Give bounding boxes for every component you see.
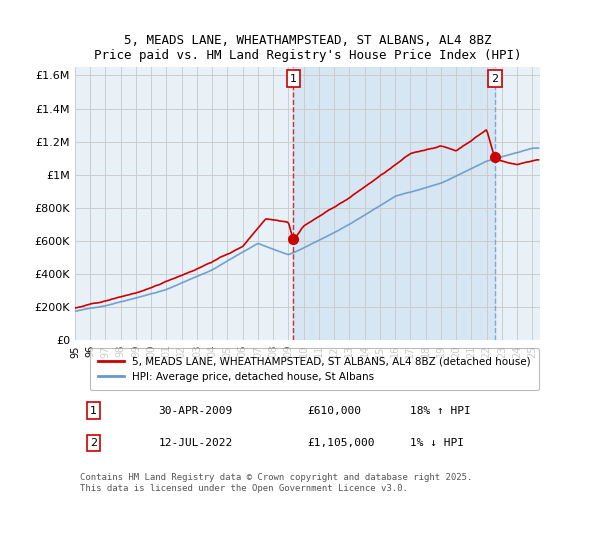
Text: 1: 1 bbox=[290, 74, 297, 84]
Title: 5, MEADS LANE, WHEATHAMPSTEAD, ST ALBANS, AL4 8BZ
Price paid vs. HM Land Registr: 5, MEADS LANE, WHEATHAMPSTEAD, ST ALBANS… bbox=[94, 34, 521, 62]
Text: Contains HM Land Registry data © Crown copyright and database right 2025.
This d: Contains HM Land Registry data © Crown c… bbox=[80, 473, 472, 493]
Text: £610,000: £610,000 bbox=[308, 406, 361, 416]
Text: 2: 2 bbox=[491, 74, 499, 84]
Text: 1% ↓ HPI: 1% ↓ HPI bbox=[410, 438, 464, 448]
Legend: 5, MEADS LANE, WHEATHAMPSTEAD, ST ALBANS, AL4 8BZ (detached house), HPI: Average: 5, MEADS LANE, WHEATHAMPSTEAD, ST ALBANS… bbox=[89, 348, 539, 390]
Text: 12-JUL-2022: 12-JUL-2022 bbox=[158, 438, 233, 448]
Text: £1,105,000: £1,105,000 bbox=[308, 438, 375, 448]
Text: 2: 2 bbox=[90, 438, 97, 448]
Text: 1: 1 bbox=[90, 406, 97, 416]
Text: 30-APR-2009: 30-APR-2009 bbox=[158, 406, 233, 416]
Text: 18% ↑ HPI: 18% ↑ HPI bbox=[410, 406, 470, 416]
Bar bbox=[293, 67, 495, 340]
